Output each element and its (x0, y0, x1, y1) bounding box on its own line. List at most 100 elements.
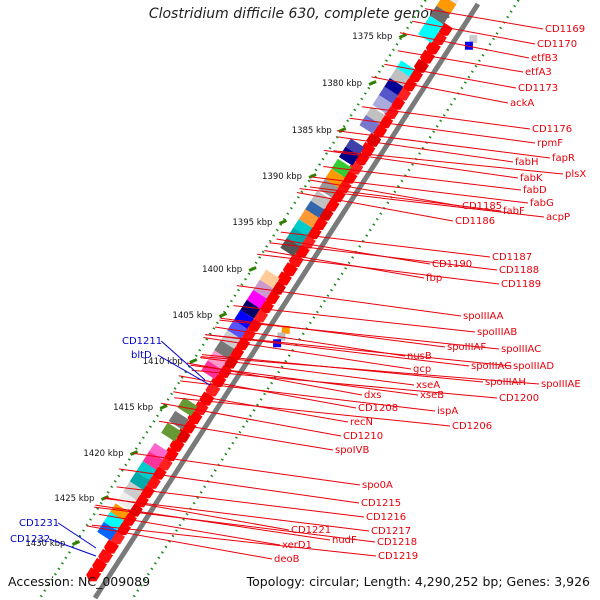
gene-arrow (276, 271, 292, 286)
gene-arrow (169, 437, 185, 452)
label-leader (309, 179, 461, 207)
gene-label: CD1200 (499, 393, 539, 404)
gene-block (440, 0, 461, 8)
tick-label: 1410 kbp (143, 357, 183, 367)
gene-label: CD1206 (452, 421, 492, 432)
label-leader (397, 50, 524, 73)
gene-label: CD1217 (371, 526, 411, 537)
gene-block (240, 299, 261, 319)
gene-block (394, 60, 415, 80)
label-leader (133, 452, 361, 486)
tick-label: 1430 kbp (25, 539, 65, 549)
gene-label: spoIIIAB (477, 327, 517, 338)
gene-label: spo0A (362, 480, 393, 491)
label-leader (161, 402, 342, 437)
gene-label: fapR (552, 153, 575, 164)
gene-label: xerD1 (282, 540, 312, 551)
tick-label: 1420 kbp (83, 449, 123, 459)
gene-block (324, 168, 345, 188)
tick-label: 1375 kbp (352, 32, 392, 42)
gene-block (177, 397, 198, 417)
label-leader (200, 356, 540, 385)
gene-label: spoIIIAE (541, 379, 581, 390)
gene-arrow (98, 548, 114, 563)
label-leader (219, 319, 500, 350)
label-leader (205, 334, 512, 367)
gene-label: fabK (520, 173, 543, 184)
gene-block (304, 200, 325, 220)
label-leader (191, 369, 498, 399)
gene-label: spoIVB (335, 445, 369, 456)
label-leader (49, 538, 97, 557)
label-leader (220, 317, 446, 348)
gene-label: ackA (510, 98, 534, 109)
gene-block (246, 289, 267, 309)
label-leader (349, 117, 536, 144)
gene-label: etfA3 (525, 67, 552, 78)
label-leader (264, 250, 425, 279)
gene-label: CD1215 (361, 498, 401, 509)
tick-label: 1385 kbp (292, 126, 332, 136)
label-leader (116, 486, 365, 518)
gene-label: fabH (515, 157, 539, 168)
label-leader (95, 504, 331, 541)
gene-label: CD1170 (537, 39, 577, 50)
tick-label: 1390 kbp (262, 172, 302, 182)
label-leader (336, 130, 551, 159)
label-leader (104, 498, 370, 532)
label-leader (91, 524, 377, 557)
gene-label: CD1187 (492, 252, 532, 263)
gene-arrow (414, 58, 429, 73)
gene-label: CD1211 (122, 336, 162, 347)
label-leader (323, 166, 522, 191)
tick-mark (218, 312, 228, 318)
gene-label: fabG (530, 198, 554, 209)
label-leader (57, 522, 97, 549)
label-leader (399, 32, 530, 59)
gene-arrow (199, 391, 215, 406)
gene-arrow (425, 40, 441, 55)
label-leader (160, 340, 206, 381)
gene-block (201, 360, 222, 380)
label-leader (200, 357, 415, 386)
inner-dotted-ring (130, 0, 520, 600)
gene-label: plsX (565, 169, 586, 180)
gene-block (148, 442, 169, 462)
gene-label: recN (350, 417, 373, 428)
gene-arrow (288, 252, 304, 268)
gene-label: spoIIIAF (447, 342, 486, 353)
gene-block (418, 24, 438, 43)
gene-label: spoIIIAH (485, 377, 526, 388)
label-leader (105, 497, 290, 531)
label-leader (201, 354, 484, 383)
tick-label: 1415 kbp (113, 403, 153, 413)
gene-block (161, 422, 182, 442)
label-leader (233, 305, 476, 333)
label-leader (174, 397, 451, 427)
summary-text: Topology: circular; Length: 4,290,252 bp… (246, 574, 590, 589)
gene-label: CD1173 (518, 83, 558, 94)
gene-arrow (420, 49, 435, 64)
label-leader (94, 506, 376, 543)
gene-label: fabF (503, 206, 525, 217)
label-leader (157, 354, 211, 386)
gene-label: spoIIIAA (463, 311, 504, 322)
gene-block (136, 461, 157, 480)
gene-label: CD1218 (377, 537, 417, 548)
label-leader (333, 150, 564, 175)
gene-block (389, 67, 410, 87)
label-leader (309, 186, 502, 212)
gene-block (310, 190, 331, 210)
gene-label: ispA (437, 406, 458, 417)
gene-arrow (366, 132, 382, 147)
gene-label: nusB (407, 351, 432, 362)
tick-label: 1405 kbp (172, 311, 212, 321)
gene-block (233, 310, 254, 329)
tick-mark (100, 495, 110, 501)
label-leader (98, 513, 281, 546)
gene-label: deoB (274, 554, 300, 565)
gene-label: CD1221 (291, 525, 331, 536)
tick-mark (398, 33, 407, 39)
gene-block (372, 94, 393, 114)
